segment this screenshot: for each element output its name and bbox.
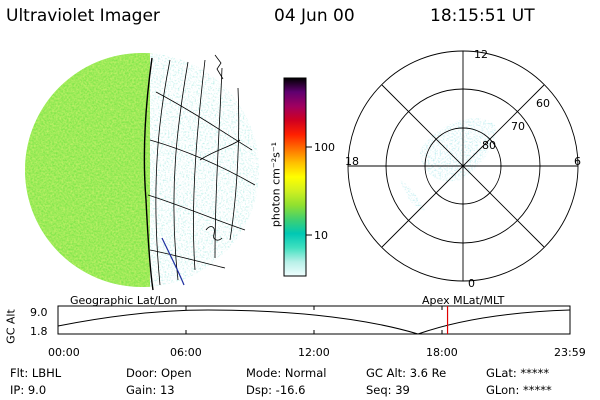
mlt-label-12: 12 [474, 48, 488, 61]
gc-alt-info: GC Alt: 3.6 Re [366, 366, 447, 380]
observation-time: 18:15:51 UT [430, 6, 535, 26]
ip-info: IP: 9.0 [10, 383, 47, 397]
glon-info: GLon: ***** [486, 383, 552, 397]
apex-caption: Apex MLat/MLT [422, 294, 505, 307]
y-tick-low: 1.8 [30, 325, 48, 338]
colorbar-tick-100: 100 [314, 141, 335, 154]
x-tick-1200: 12:00 [298, 346, 330, 359]
colorbar-tick-10: 10 [314, 229, 328, 242]
glat-info: GLat: ***** [486, 366, 550, 380]
colorbar [283, 77, 312, 277]
gc-alt-timeline [57, 305, 571, 335]
y-tick-high: 9.0 [30, 306, 48, 319]
mlat-label-70: 70 [511, 120, 525, 133]
observation-date: 04 Jun 00 [274, 6, 355, 26]
x-tick-0000: 00:00 [48, 346, 80, 359]
instrument-title: Ultraviolet Imager [6, 6, 160, 26]
dsp-info: Dsp: -16.6 [246, 383, 306, 397]
mlt-label-0: 0 [468, 277, 475, 290]
gc-alt-axis-label: GC Alt [4, 309, 18, 344]
filter-info: Flt: LBHL [10, 366, 62, 380]
seq-info: Seq: 39 [366, 383, 410, 397]
gain-info: Gain: 13 [126, 383, 175, 397]
orbit-altitude-curve [57, 309, 571, 335]
x-tick-2359: 23:59 [554, 346, 586, 359]
mlt-label-18: 18 [345, 155, 359, 168]
mlat-label-60: 60 [536, 97, 550, 110]
mode-info: Mode: Normal [246, 366, 327, 380]
x-tick-1800: 18:00 [426, 346, 458, 359]
door-info: Door: Open [126, 366, 192, 380]
geographic-caption: Geographic Lat/Lon [70, 294, 178, 307]
x-tick-0600: 06:00 [170, 346, 202, 359]
mlat-label-80: 80 [482, 139, 496, 152]
mlt-label-6: 6 [574, 155, 581, 168]
